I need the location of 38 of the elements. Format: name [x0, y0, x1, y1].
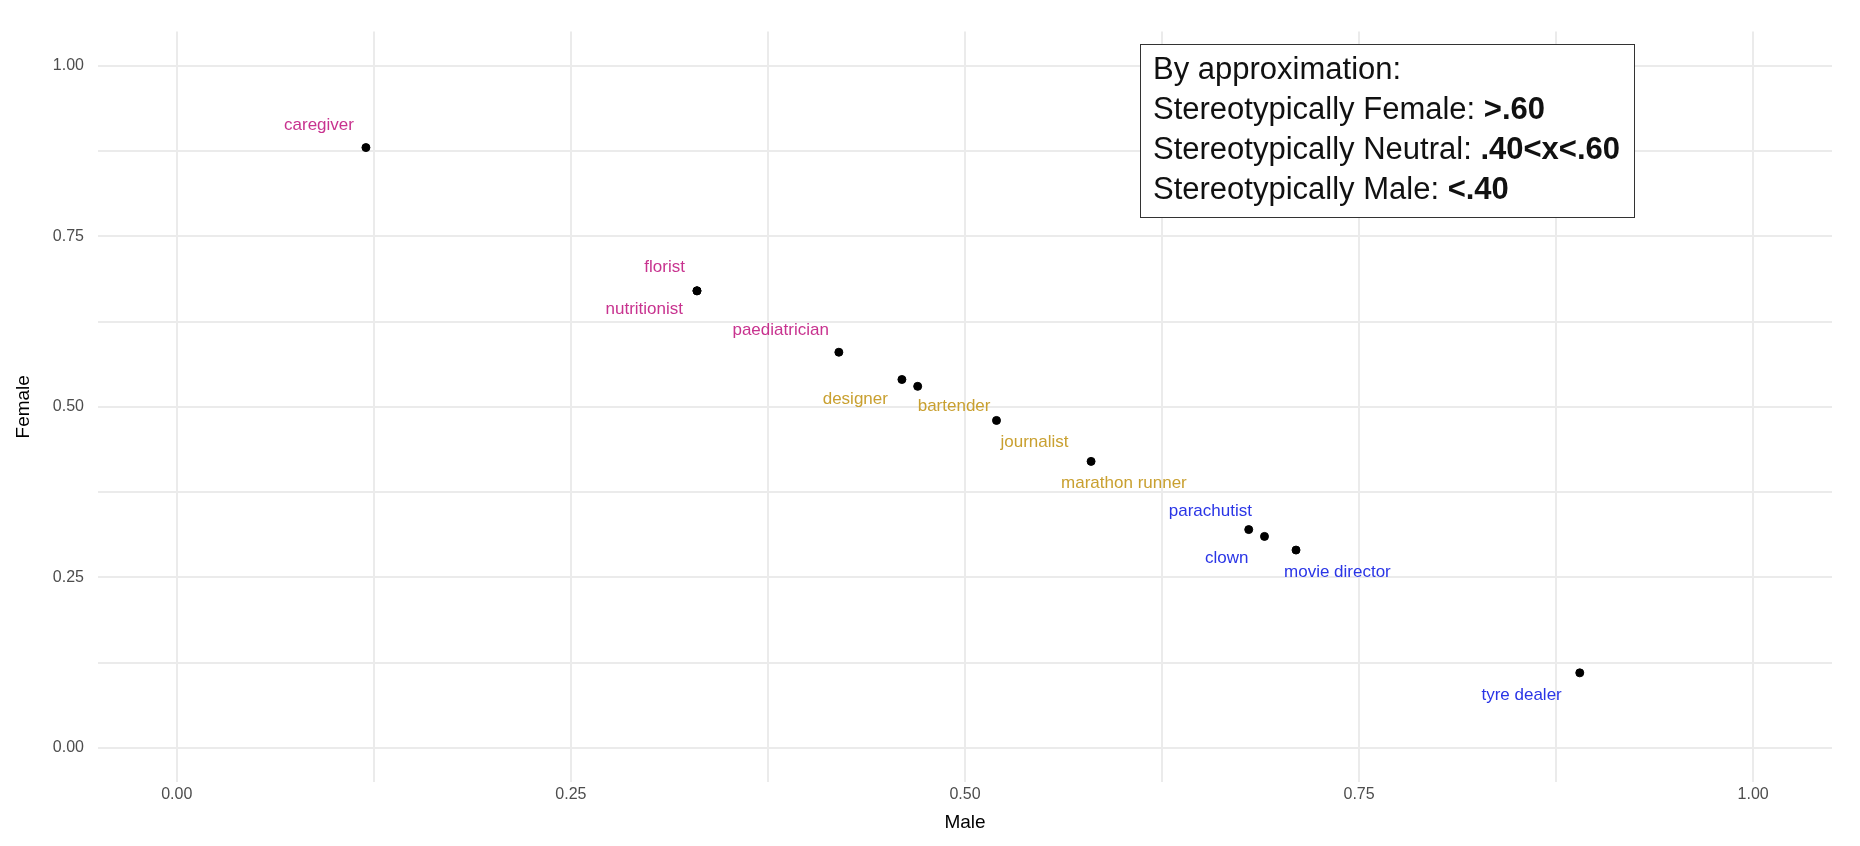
y-tick-label: 0.50: [52, 397, 85, 415]
point: [361, 143, 371, 153]
annotation: Stereotypically Male: <.40: [1153, 171, 1509, 206]
data-label: caregiver: [284, 115, 355, 135]
x-tick-label: 1.00: [1737, 785, 1769, 803]
data-label: paediatrician: [732, 319, 829, 339]
point: [1086, 456, 1096, 466]
data-label: marathon runner: [1061, 473, 1188, 493]
point: [897, 375, 907, 385]
y-tick-label: 0.75: [52, 226, 85, 244]
data-label: bartender: [917, 396, 991, 416]
annotation: Stereotypically Female: >.60: [1153, 91, 1546, 126]
data-label: designer: [822, 389, 889, 409]
annotation: Stereotypically Neutral: .40<x<.60: [1153, 131, 1621, 166]
point: [834, 347, 844, 357]
data-label: movie director: [1284, 561, 1392, 581]
x-axis-title: Male: [944, 810, 986, 832]
data-label: nutritionist: [605, 298, 684, 318]
data-label: tyre dealer: [1481, 684, 1563, 704]
x-tick-label: 0.00: [161, 785, 193, 803]
data-label: journalist: [999, 432, 1069, 452]
data-label: clown: [1205, 548, 1249, 568]
y-tick-label: 0.25: [52, 567, 85, 585]
x-tick-label: 0.75: [1343, 785, 1375, 803]
data-label: florist: [644, 256, 686, 276]
x-tick-label: 0.25: [555, 785, 587, 803]
point: [1291, 545, 1301, 555]
x-tick-label: 0.50: [949, 785, 981, 803]
point: [1259, 531, 1269, 541]
y-tick-label: 1.00: [52, 56, 85, 74]
y-tick-label: 0.00: [52, 738, 85, 756]
point: [1575, 668, 1585, 678]
point: [992, 415, 1001, 425]
y-axis-title: Female: [11, 375, 33, 439]
point: [1244, 525, 1254, 535]
annotation: By approximation:: [1153, 51, 1402, 86]
point: [913, 381, 923, 391]
data-label: parachutist: [1168, 501, 1253, 521]
